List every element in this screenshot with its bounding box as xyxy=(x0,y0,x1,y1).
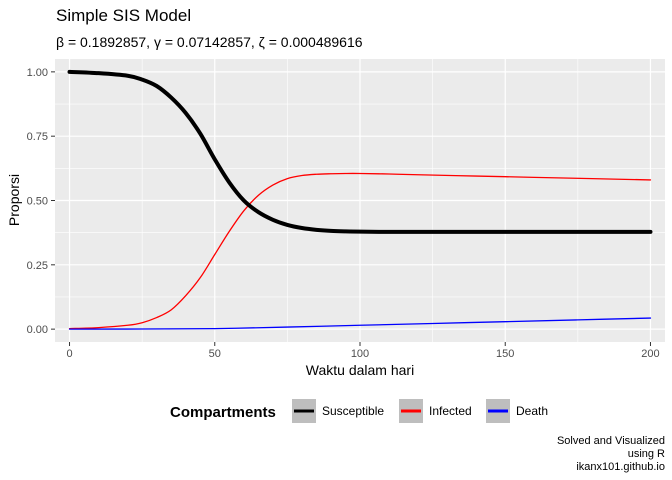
y-tick-label: 0.75 xyxy=(27,131,48,143)
x-tick-label: 200 xyxy=(641,348,659,360)
x-axis-label: Waktu dalam hari xyxy=(306,362,414,378)
legend: Compartments Susceptible Infected Death xyxy=(170,399,548,423)
y-axis: 0.00 0.25 0.50 0.75 1.00 xyxy=(27,67,55,336)
y-tick-label: 0.25 xyxy=(27,260,48,272)
series-line-infected xyxy=(68,172,652,330)
series-line-death xyxy=(68,317,652,330)
legend-label-susceptible: Susceptible xyxy=(322,404,384,418)
chart-subtitle: β = 0.1892857, γ = 0.07142857, ζ = 0.000… xyxy=(56,34,363,50)
caption-line-1: Solved and Visualized xyxy=(557,435,665,447)
x-axis: 0 50 100 150 200 xyxy=(66,342,660,360)
x-tick-label: 100 xyxy=(351,348,369,360)
y-axis-label: Proporsi xyxy=(6,174,22,226)
legend-label-death: Death xyxy=(516,404,548,418)
x-tick-label: 0 xyxy=(66,348,72,360)
caption-line-3: ikanx101.github.io xyxy=(576,461,665,473)
y-tick-label: 1.00 xyxy=(27,67,48,79)
x-tick-label: 50 xyxy=(209,348,221,360)
x-tick-label: 150 xyxy=(496,348,514,360)
caption-line-2: using R xyxy=(628,448,665,460)
grid-lines xyxy=(55,59,665,342)
series-line-susceptible xyxy=(67,69,653,234)
y-tick-label: 0.00 xyxy=(27,324,48,336)
series-lines xyxy=(67,69,653,330)
chart-title: Simple SIS Model xyxy=(56,6,191,25)
legend-label-infected: Infected xyxy=(429,404,472,418)
y-tick-label: 0.50 xyxy=(27,196,48,208)
legend-title: Compartments xyxy=(170,404,276,421)
